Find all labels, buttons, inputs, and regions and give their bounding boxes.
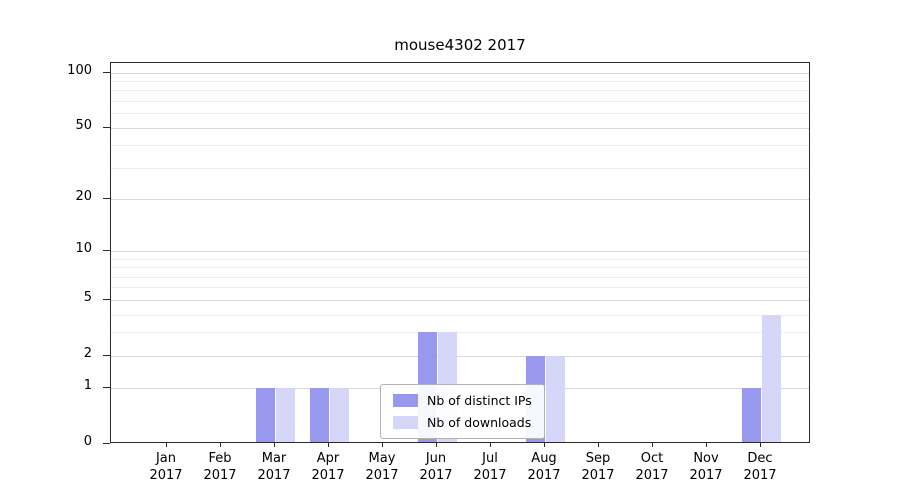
bar-distinct-ips (309, 388, 329, 442)
legend-item: Nb of distinct IPs (393, 393, 532, 408)
bar-downloads (275, 388, 295, 442)
x-tick-label: Jan 2017 (149, 451, 183, 483)
x-tick-mark (382, 443, 383, 447)
y-tick-label: 20 (75, 189, 92, 205)
x-tick-label: Feb 2017 (203, 451, 237, 483)
gridline-minor (111, 90, 809, 92)
x-tick-label: Dec 2017 (743, 451, 777, 483)
y-tick-mark (103, 443, 110, 444)
x-tick-mark (490, 443, 491, 447)
x-tick-mark (760, 443, 761, 447)
y-tick-mark (103, 354, 110, 356)
gridline-major (111, 299, 809, 301)
x-tick-mark (652, 443, 653, 447)
y-tick-label: 10 (75, 241, 92, 257)
x-tick-label: Jun 2017 (419, 451, 453, 483)
legend: Nb of distinct IPs Nb of downloads (380, 384, 545, 439)
y-tick-label: 100 (67, 62, 92, 78)
legend-swatch (393, 394, 418, 407)
legend-label: Nb of downloads (427, 415, 532, 430)
x-tick-label: Aug 2017 (527, 451, 561, 483)
gridline-minor (111, 267, 809, 269)
bar-downloads (545, 355, 565, 442)
gridline-minor (111, 101, 809, 103)
x-tick-mark (328, 443, 329, 447)
x-tick-label: Sep 2017 (581, 451, 615, 483)
gridline-major (111, 355, 809, 357)
x-tick-mark (274, 443, 275, 447)
x-tick-mark (220, 443, 221, 447)
bar-distinct-ips (255, 388, 275, 442)
gridline-major (111, 127, 809, 129)
y-tick-mark (103, 71, 110, 73)
gridline-minor (111, 332, 809, 334)
gridline-minor (111, 81, 809, 83)
legend-item: Nb of downloads (393, 415, 532, 430)
x-tick-label: Mar 2017 (257, 451, 291, 483)
gridline-minor (111, 314, 809, 316)
x-tick-label: Apr 2017 (311, 451, 345, 483)
gridline-major (111, 72, 809, 74)
gridline-minor (111, 145, 809, 147)
bar-distinct-ips (741, 388, 761, 442)
y-tick-label: 5 (83, 289, 92, 305)
y-tick-label: 1 (83, 378, 92, 394)
gridline-minor (111, 276, 809, 278)
x-tick-label: Nov 2017 (689, 451, 723, 483)
y-tick-label: 50 (75, 117, 92, 133)
legend-swatch (393, 416, 418, 429)
x-tick-label: May 2017 (365, 451, 399, 483)
y-tick-mark (103, 250, 110, 252)
legend-label: Nb of distinct IPs (427, 393, 532, 408)
bar-downloads (761, 314, 781, 442)
x-tick-mark (706, 443, 707, 447)
y-tick-mark (103, 198, 110, 200)
plot-area (110, 62, 810, 443)
x-tick-label: Oct 2017 (635, 451, 669, 483)
gridline-minor (111, 258, 809, 260)
x-tick-mark (598, 443, 599, 447)
x-tick-mark (436, 443, 437, 447)
gridline-minor (111, 167, 809, 169)
y-tick-label: 0 (83, 434, 92, 449)
y-tick-label: 2 (83, 345, 92, 361)
x-tick-mark (166, 443, 167, 447)
gridline-major (111, 251, 809, 253)
chart-title: mouse4302 2017 (394, 36, 526, 54)
x-tick-label: Jul 2017 (473, 451, 507, 483)
x-tick-mark (544, 443, 545, 447)
gridline-major (111, 199, 809, 201)
y-tick-mark (103, 298, 110, 300)
bar-downloads (329, 388, 349, 442)
gridline-minor (111, 113, 809, 115)
y-tick-mark (103, 126, 110, 128)
gridline-minor (111, 287, 809, 289)
y-tick-mark (103, 387, 110, 389)
